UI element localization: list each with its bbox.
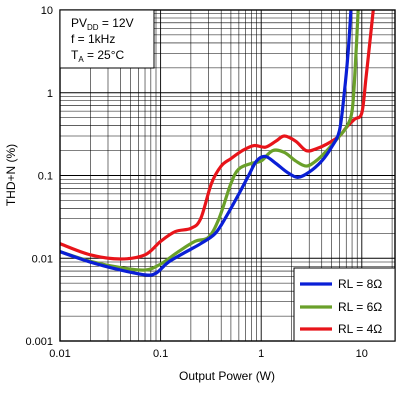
y-tick-label: 10: [41, 5, 53, 17]
plot-frame: [59, 9, 396, 342]
annotation-frequency: f = 1kHz: [71, 32, 115, 46]
x-tick-label: 0.1: [153, 348, 168, 360]
legend-label: RL = 6Ω: [338, 300, 382, 314]
x-tick-label: 10: [356, 348, 368, 360]
y-tick-label: 0.01: [32, 253, 53, 265]
x-tick-label: 0.01: [49, 348, 70, 360]
x-tick-label: 1: [258, 348, 264, 360]
legend-label: RL = 8Ω: [338, 277, 382, 291]
y-axis-label: THD+N (%): [4, 144, 18, 206]
annotation-box: [59, 9, 155, 69]
legend-label: RL = 4Ω: [338, 322, 382, 336]
x-axis-label: Output Power (W): [179, 369, 275, 383]
annotation-supply-voltage: PVDD = 12V: [71, 16, 134, 32]
y-tick-label: 0.001: [25, 336, 53, 348]
series-line-3: [60, 10, 375, 261]
y-tick-label: 0.1: [38, 171, 53, 183]
y-tick-label: 1: [47, 88, 53, 100]
legend: RL = 8Ω RL = 6Ω RL = 4Ω: [293, 267, 396, 342]
conditions-annotation: PVDD = 12V f = 1kHz TA = 25°C: [59, 9, 155, 69]
series-line-1: [60, 10, 353, 277]
annotation-temperature: TA = 25°C: [71, 48, 125, 64]
series-layer: [60, 10, 375, 277]
